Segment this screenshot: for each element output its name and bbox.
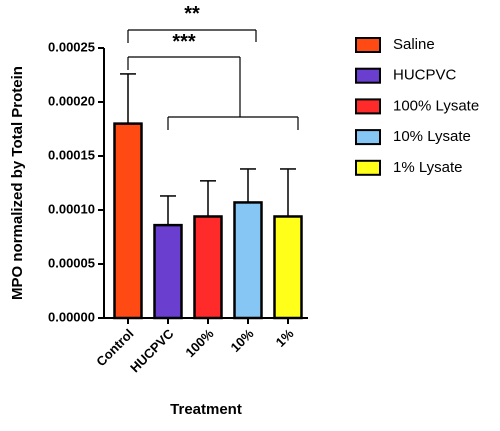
bar xyxy=(193,215,223,320)
x-tick-label: 10% xyxy=(228,326,257,355)
y-tick-label: 0.00020 xyxy=(48,93,95,108)
y-tick-label: 0.00025 xyxy=(48,39,95,54)
x-axis-label: Treatment xyxy=(170,401,242,418)
bar xyxy=(233,201,263,320)
y-tick-label: 0.00015 xyxy=(48,147,95,162)
legend-label: 10% Lysate xyxy=(393,128,471,145)
significance-label: ** xyxy=(184,3,200,25)
legend-label: Saline xyxy=(393,36,435,53)
legend-label: 1% Lysate xyxy=(393,159,463,176)
legend-label: 100% Lysate xyxy=(393,97,479,114)
legend-swatch xyxy=(355,129,381,146)
x-tick-label: 100% xyxy=(182,326,216,360)
y-axis-label: MPO normalized by Total Protein xyxy=(9,66,26,300)
bar xyxy=(113,122,143,320)
x-tick-label: 1% xyxy=(273,326,297,350)
legend-swatch xyxy=(355,159,381,176)
x-tick-label: HUCPVC xyxy=(127,326,177,376)
y-tick-label: 0.00000 xyxy=(48,309,95,324)
legend-swatch xyxy=(355,67,381,84)
bar xyxy=(153,223,183,320)
significance-label: *** xyxy=(172,31,196,53)
legend-label: HUCPVC xyxy=(393,67,457,84)
legend-swatch xyxy=(355,37,381,53)
y-tick-label: 0.00005 xyxy=(48,255,95,270)
y-tick-label: 0.00010 xyxy=(48,201,95,216)
legend-swatch xyxy=(355,98,381,115)
bar xyxy=(273,215,303,320)
